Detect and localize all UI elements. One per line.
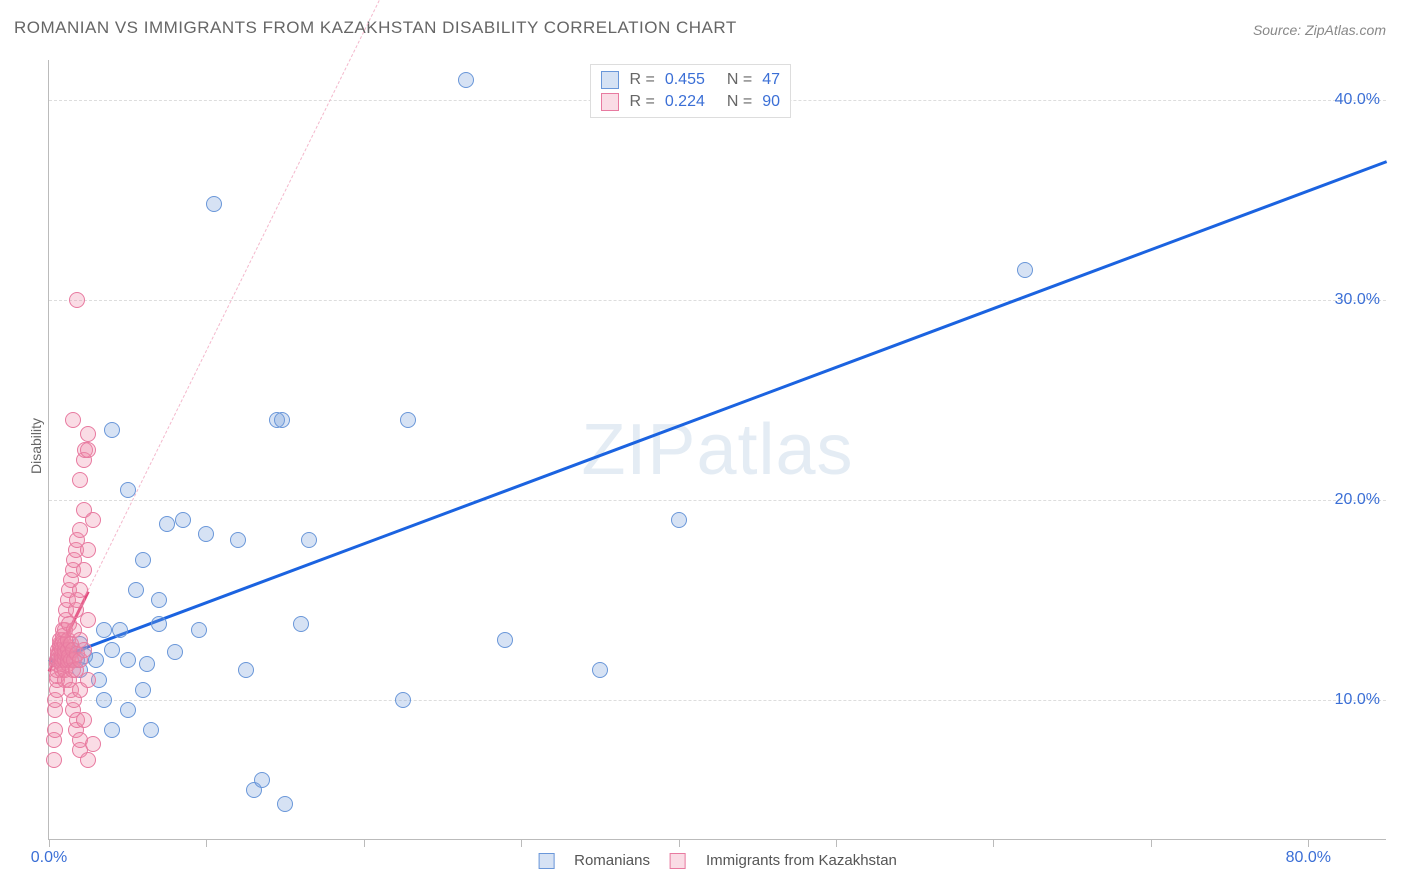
scatter-point (80, 542, 96, 558)
legend-row: R = 0.455 N = 47 (601, 69, 780, 91)
scatter-point (65, 412, 81, 428)
scatter-point (76, 642, 92, 658)
x-tick (993, 839, 994, 847)
scatter-point (143, 722, 159, 738)
scatter-point (128, 582, 144, 598)
scatter-point (458, 72, 474, 88)
x-tick (679, 839, 680, 847)
scatter-point (112, 622, 128, 638)
trend-line (88, 0, 380, 590)
scatter-point (293, 616, 309, 632)
legend-row: R = 0.224 N = 90 (601, 91, 780, 113)
gridline (49, 700, 1386, 701)
scatter-point (277, 796, 293, 812)
source-label: Source: ZipAtlas.com (1253, 22, 1386, 38)
scatter-point (497, 632, 513, 648)
legend-bottom: Romanians Immigrants from Kazakhstan (538, 852, 897, 869)
scatter-point (159, 516, 175, 532)
scatter-point (96, 692, 112, 708)
legend-r-label: R = (629, 93, 654, 111)
scatter-point (80, 612, 96, 628)
scatter-point (395, 692, 411, 708)
scatter-point (671, 512, 687, 528)
scatter-point (72, 472, 88, 488)
scatter-plot: ZIPatlas RomaniansImmigrants from Kazakh… (48, 60, 1386, 840)
scatter-point (88, 652, 104, 668)
scatter-point (104, 722, 120, 738)
scatter-point (76, 562, 92, 578)
legend-swatch (601, 93, 619, 111)
y-axis-label: Disability (28, 418, 44, 474)
x-tick (49, 839, 50, 847)
scatter-point (46, 752, 62, 768)
scatter-point (400, 412, 416, 428)
legend-r-label: R = (629, 71, 654, 89)
legend-swatch (538, 853, 554, 869)
scatter-point (191, 622, 207, 638)
scatter-point (135, 552, 151, 568)
scatter-point (151, 616, 167, 632)
scatter-point (72, 582, 88, 598)
scatter-point (151, 592, 167, 608)
scatter-point (274, 412, 290, 428)
legend-n-value: 47 (762, 71, 780, 89)
legend-n-label: N = (727, 71, 752, 89)
scatter-point (301, 532, 317, 548)
gridline (49, 300, 1386, 301)
scatter-point (120, 652, 136, 668)
x-tick (1308, 839, 1309, 847)
x-tick-label: 80.0% (1286, 849, 1331, 867)
x-tick-label: 0.0% (31, 849, 67, 867)
scatter-point (592, 662, 608, 678)
y-tick-label: 30.0% (1333, 291, 1380, 309)
scatter-point (198, 526, 214, 542)
legend-top: R = 0.455 N = 47 R = 0.224 N = 90 (590, 64, 791, 118)
watermark: ZIPatlas (581, 409, 853, 491)
y-tick-label: 40.0% (1333, 91, 1380, 109)
scatter-point (120, 482, 136, 498)
scatter-point (230, 532, 246, 548)
legend-series-label: Romanians (574, 852, 650, 869)
legend-swatch (670, 853, 686, 869)
scatter-point (69, 292, 85, 308)
scatter-point (80, 752, 96, 768)
scatter-point (96, 622, 112, 638)
legend-r-value: 0.455 (665, 71, 705, 89)
chart-title: ROMANIAN VS IMMIGRANTS FROM KAZAKHSTAN D… (14, 18, 737, 38)
legend-n-value: 90 (762, 93, 780, 111)
scatter-point (139, 656, 155, 672)
gridline (49, 500, 1386, 501)
x-tick (364, 839, 365, 847)
scatter-point (175, 512, 191, 528)
x-tick (836, 839, 837, 847)
x-tick (1151, 839, 1152, 847)
legend-n-label: N = (727, 93, 752, 111)
y-tick-label: 10.0% (1333, 691, 1380, 709)
scatter-point (85, 736, 101, 752)
legend-r-value: 0.224 (665, 93, 705, 111)
trend-line (48, 160, 1387, 663)
scatter-point (80, 426, 96, 442)
legend-swatch (601, 71, 619, 89)
scatter-point (1017, 262, 1033, 278)
scatter-point (167, 644, 183, 660)
scatter-point (120, 702, 136, 718)
scatter-point (238, 662, 254, 678)
scatter-point (80, 442, 96, 458)
scatter-point (47, 722, 63, 738)
scatter-point (135, 682, 151, 698)
scatter-point (254, 772, 270, 788)
scatter-point (104, 422, 120, 438)
scatter-point (85, 512, 101, 528)
x-tick (521, 839, 522, 847)
scatter-point (76, 712, 92, 728)
scatter-point (80, 672, 96, 688)
scatter-point (206, 196, 222, 212)
x-tick (206, 839, 207, 847)
legend-series-label: Immigrants from Kazakhstan (706, 852, 897, 869)
y-tick-label: 20.0% (1333, 491, 1380, 509)
scatter-point (104, 642, 120, 658)
